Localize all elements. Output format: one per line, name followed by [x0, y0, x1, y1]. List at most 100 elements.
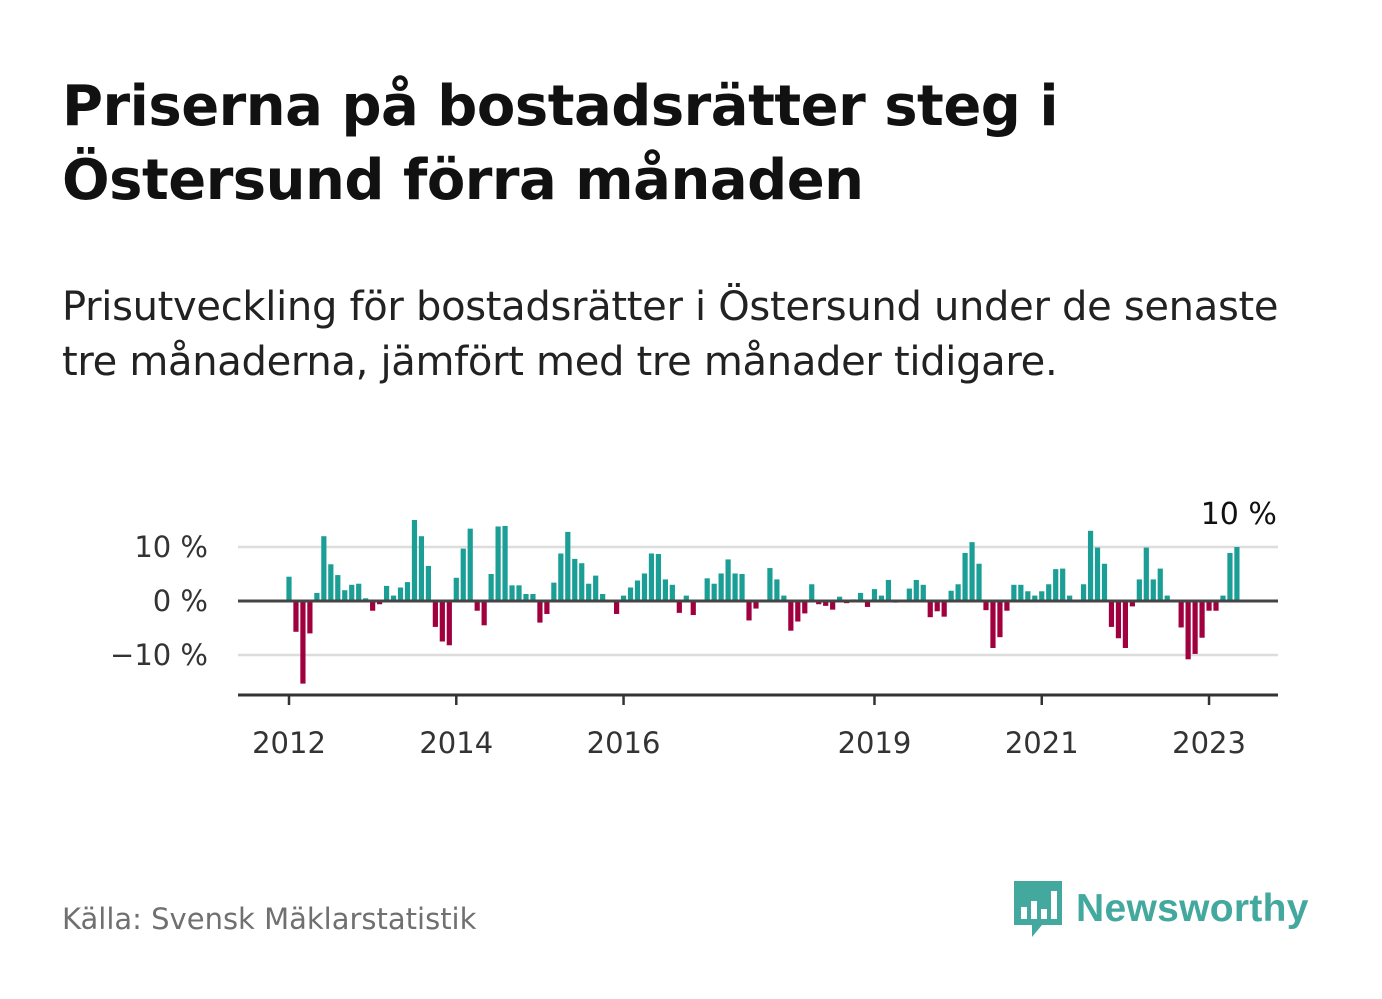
bar — [718, 573, 724, 601]
newsworthy-logo[interactable]: Newsworthy — [1012, 878, 1309, 940]
bar — [1108, 601, 1115, 627]
bar — [411, 520, 418, 601]
bar — [551, 582, 557, 601]
bar — [1199, 601, 1205, 638]
bar — [349, 584, 355, 601]
bar — [962, 552, 968, 601]
bar — [1150, 579, 1156, 601]
bar — [544, 601, 550, 614]
bar — [370, 601, 376, 611]
brand-name: Newsworthy — [1076, 887, 1309, 930]
bar — [383, 585, 390, 601]
bar — [878, 595, 885, 601]
bar — [1192, 601, 1198, 654]
bar — [558, 553, 564, 601]
bar — [857, 592, 864, 601]
bar — [941, 601, 947, 617]
bar — [446, 601, 452, 646]
bar — [1227, 552, 1233, 601]
bar — [662, 579, 668, 601]
bar — [404, 582, 411, 601]
bar — [913, 579, 919, 601]
bar-chart-speech-bubble-icon — [1014, 881, 1062, 937]
bar — [690, 601, 696, 616]
bar — [579, 563, 585, 601]
bar — [809, 584, 815, 601]
bar — [1206, 601, 1212, 611]
bar — [474, 601, 480, 611]
bar — [871, 589, 878, 601]
bar — [864, 601, 871, 607]
bar — [955, 584, 961, 601]
bar — [983, 601, 989, 611]
y-tick-labels: 10 % 0 % −10 % — [110, 530, 208, 672]
bar — [502, 525, 508, 601]
bar — [1213, 601, 1219, 611]
bar — [1157, 568, 1163, 601]
bar — [565, 531, 571, 601]
bar — [418, 536, 425, 601]
bar — [377, 601, 383, 605]
bar — [1011, 584, 1017, 601]
bar — [634, 580, 641, 601]
bar — [572, 558, 578, 601]
bar — [969, 542, 975, 601]
bar — [648, 553, 655, 601]
bar — [342, 590, 348, 601]
bar — [620, 595, 627, 601]
bar — [481, 601, 487, 626]
source-note: Källa: Svensk Mäklarstatistik — [62, 902, 477, 936]
bar — [885, 579, 892, 601]
bar — [1136, 579, 1142, 601]
bar — [300, 601, 306, 684]
bar — [460, 548, 466, 601]
bar — [1004, 601, 1010, 611]
bar — [906, 588, 912, 601]
bar — [990, 601, 996, 648]
x-tick-label: 2014 — [419, 726, 493, 760]
bar — [997, 601, 1003, 638]
bar — [335, 575, 341, 601]
bar — [795, 601, 801, 622]
bar — [307, 601, 313, 634]
bar — [356, 583, 362, 601]
bar — [293, 601, 299, 632]
bar — [1039, 591, 1045, 601]
y-tick-label: 0 % — [153, 584, 208, 618]
x-ticks: 2012 2014 2016 2019 2021 2023 — [252, 695, 1246, 760]
bar — [328, 564, 334, 601]
y-tick-label: 10 % — [134, 530, 208, 564]
bar — [669, 584, 675, 601]
bar — [816, 601, 822, 605]
bar — [830, 601, 836, 610]
bars — [286, 520, 1240, 684]
bar — [593, 575, 599, 601]
bar — [1094, 547, 1101, 601]
bar — [1115, 601, 1122, 639]
bar — [1025, 591, 1031, 601]
bar — [1185, 601, 1191, 660]
bar — [655, 554, 662, 601]
bar — [1122, 601, 1128, 648]
bar — [1060, 568, 1066, 601]
bar — [1053, 569, 1059, 601]
bar — [1143, 547, 1149, 601]
bar — [1032, 595, 1038, 601]
bar — [390, 595, 397, 601]
bar — [530, 593, 536, 601]
bar — [1164, 595, 1170, 601]
bar — [683, 595, 689, 601]
bar — [1234, 547, 1240, 601]
bar — [537, 601, 543, 623]
bar — [781, 595, 787, 601]
bar — [676, 601, 682, 613]
x-tick-label: 2012 — [252, 726, 326, 760]
bar — [788, 601, 794, 631]
bar — [509, 585, 515, 601]
bar — [495, 526, 501, 601]
x-tick-label: 2021 — [1005, 726, 1079, 760]
bar — [920, 584, 926, 601]
bar — [927, 601, 933, 618]
bar — [397, 587, 404, 601]
bar — [1129, 601, 1135, 607]
